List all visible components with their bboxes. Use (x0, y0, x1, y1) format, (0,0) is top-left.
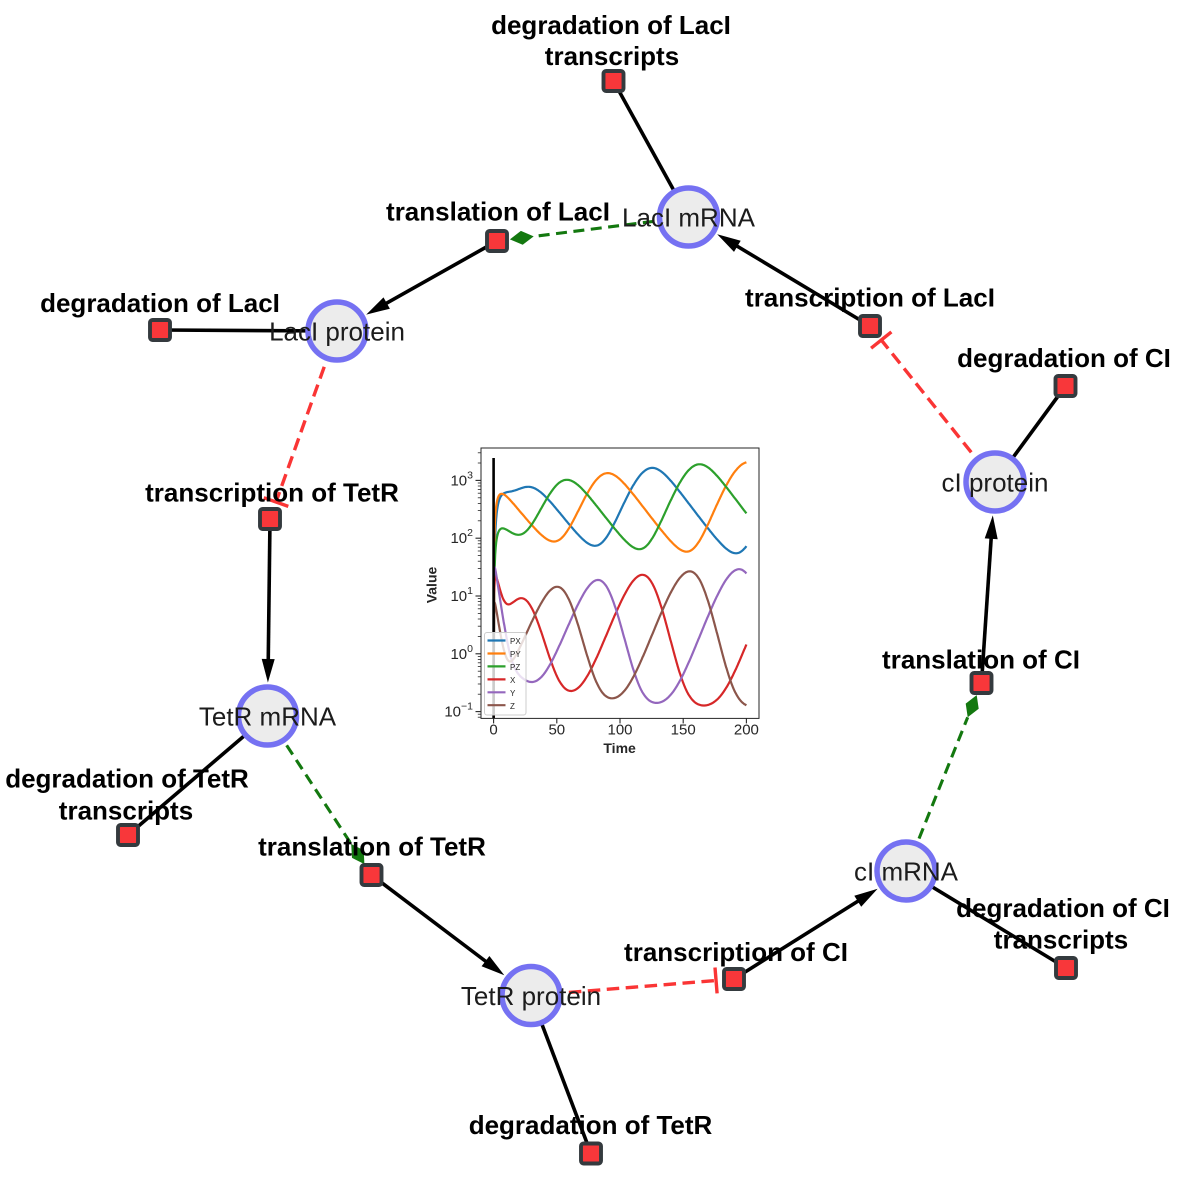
svg-text:degradation of LacI: degradation of LacI (491, 10, 731, 40)
svg-text:degradation of TetR: degradation of TetR (469, 1110, 713, 1140)
svg-text:0: 0 (489, 722, 497, 739)
svg-text:150: 150 (671, 722, 696, 739)
svg-text:TetR protein: TetR protein (461, 981, 601, 1011)
svg-text:cI mRNA: cI mRNA (854, 857, 959, 887)
svg-text:Value: Value (424, 567, 440, 604)
svg-text:Z: Z (510, 702, 515, 711)
svg-text:PX: PX (510, 637, 521, 646)
svg-text:Y: Y (510, 689, 516, 698)
svg-text:transcription of CI: transcription of CI (624, 937, 848, 967)
svg-text:degradation of CI: degradation of CI (956, 893, 1170, 923)
svg-text:PY: PY (510, 650, 521, 659)
svg-text:LacI mRNA: LacI mRNA (622, 203, 756, 233)
svg-text:Time: Time (603, 740, 636, 756)
svg-text:transcripts: transcripts (545, 41, 679, 71)
svg-text:cI protein: cI protein (942, 468, 1049, 498)
svg-text:degradation of LacI: degradation of LacI (40, 288, 280, 318)
svg-text:degradation of CI: degradation of CI (957, 343, 1171, 373)
svg-text:X: X (510, 676, 516, 685)
svg-text:200: 200 (734, 722, 759, 739)
svg-text:transcripts: transcripts (59, 796, 193, 826)
svg-text:LacI protein: LacI protein (269, 317, 405, 347)
svg-text:translation of TetR: translation of TetR (258, 832, 486, 862)
svg-text:transcription of TetR: transcription of TetR (145, 478, 399, 508)
svg-text:transcription of LacI: transcription of LacI (745, 283, 995, 313)
svg-text:degradation of TetR: degradation of TetR (5, 764, 249, 794)
svg-text:50: 50 (548, 722, 565, 739)
svg-text:TetR mRNA: TetR mRNA (199, 702, 337, 732)
svg-text:transcripts: transcripts (994, 925, 1128, 955)
svg-text:PZ: PZ (510, 663, 520, 672)
svg-text:translation of LacI: translation of LacI (386, 197, 610, 227)
svg-text:translation of CI: translation of CI (882, 645, 1080, 675)
svg-text:100: 100 (607, 722, 632, 739)
